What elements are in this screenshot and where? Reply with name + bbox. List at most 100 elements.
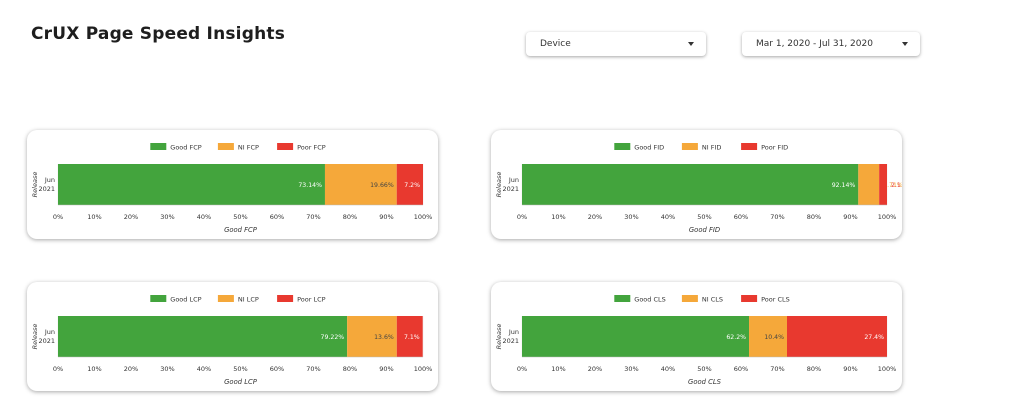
bar-segment (396, 316, 423, 357)
fcp-chart: Good FCP NI FCP Poor FCP 0% 10% 20% 30% 40% 50% 6… (31, 143, 433, 234)
x-tick-label: 50% (697, 213, 711, 221)
legend-swatch (614, 143, 631, 150)
x-axis-label: Good CLS (688, 378, 722, 386)
x-tick-label: 60% (734, 365, 748, 373)
device-dropdown-label: Device (540, 39, 571, 49)
x-tick-label: 60% (734, 213, 748, 221)
x-axis-label: Good FCP (224, 226, 258, 234)
device-dropdown[interactable]: Device (526, 32, 706, 56)
bar-segment (522, 164, 859, 205)
legend-swatch (277, 295, 294, 302)
y-axis-label: Release (495, 324, 503, 350)
bar-segment (858, 164, 880, 205)
x-tick-label: 100% (414, 213, 433, 221)
legend-label: Poor FID (761, 144, 788, 152)
legend-swatch (150, 295, 167, 302)
category-label: Jun (44, 328, 55, 336)
data-label: 10.4% (764, 334, 784, 341)
x-tick-label: 30% (624, 365, 638, 373)
x-tick-label: 70% (306, 213, 320, 221)
caret-down-icon (902, 42, 908, 46)
x-tick-label: 0% (517, 365, 527, 373)
data-label: 7.2% (404, 182, 420, 189)
legend-swatch (217, 143, 234, 150)
x-tick-label: 40% (661, 365, 675, 373)
legend-swatch (150, 143, 167, 150)
legend-swatch (277, 143, 294, 150)
data-label: 62.2% (726, 334, 746, 341)
x-tick-label: 90% (379, 365, 393, 373)
x-tick-label: 100% (878, 365, 897, 373)
x-tick-label: 20% (124, 213, 138, 221)
legend-label: NI LCP (238, 296, 259, 304)
page-title: CrUX Page Speed Insights (31, 24, 286, 44)
bar-segment (324, 164, 397, 205)
category-label: 2021 (502, 185, 519, 193)
category-label: Jun (508, 176, 519, 184)
date-range-label: Mar 1, 2020 - Jul 31, 2020 (756, 39, 873, 49)
fid-chart-card: Good FID NI FID Poor FID 0% 10% 20% 30% 40% 50% 6… (491, 130, 902, 239)
legend-label: Poor FCP (297, 144, 326, 152)
bar-segment (522, 316, 750, 357)
bar-segment (58, 164, 325, 205)
x-tick-label: 0% (517, 213, 527, 221)
x-tick-label: 20% (124, 365, 138, 373)
legend-label: NI CLS (702, 296, 723, 304)
legend-swatch (681, 295, 698, 302)
category-label: 2021 (38, 185, 55, 193)
data-label: 19.66% (370, 182, 394, 189)
data-label: 5.71% (883, 182, 902, 189)
x-tick-label: 50% (233, 213, 247, 221)
data-label: 7.1% (404, 334, 420, 341)
x-tick-label: 60% (270, 213, 284, 221)
legend-label: Good CLS (634, 296, 665, 304)
x-tick-label: 70% (770, 365, 784, 373)
x-tick-label: 90% (843, 365, 857, 373)
x-tick-label: 70% (770, 213, 784, 221)
x-tick-label: 20% (588, 213, 602, 221)
y-axis-label: Release (495, 172, 503, 198)
x-tick-label: 30% (160, 365, 174, 373)
data-label: 2.1 (891, 182, 901, 189)
x-tick-label: 100% (414, 365, 433, 373)
data-label: 79.22% (321, 334, 345, 341)
data-label: 92.14% (832, 182, 856, 189)
bar-segment (879, 164, 887, 205)
bar-segment (396, 164, 423, 205)
x-tick-label: 80% (343, 213, 357, 221)
x-tick-label: 40% (197, 365, 211, 373)
date-range-dropdown[interactable]: Mar 1, 2020 - Jul 31, 2020 (742, 32, 920, 56)
x-tick-label: 60% (270, 365, 284, 373)
x-tick-label: 10% (87, 365, 101, 373)
bar-segment (58, 316, 348, 357)
x-axis-label: Good LCP (224, 378, 258, 386)
x-tick-label: 40% (197, 213, 211, 221)
legend-swatch (614, 295, 631, 302)
cls-chart: Good CLS NI CLS Poor CLS 0% 10% 20% 30% 40% 50% 6… (495, 295, 897, 386)
y-axis-label: Release (31, 172, 39, 198)
category-label: Jun (508, 328, 519, 336)
x-tick-label: 0% (53, 365, 63, 373)
bar-segment (786, 316, 887, 357)
x-tick-label: 40% (661, 213, 675, 221)
x-tick-label: 0% (53, 213, 63, 221)
lcp-chart-card: Good LCP NI LCP Poor LCP 0% 10% 20% 30% 40% 50% 6… (27, 282, 438, 391)
x-tick-label: 50% (697, 365, 711, 373)
data-label: 73.14% (298, 182, 322, 189)
x-tick-label: 50% (233, 365, 247, 373)
legend-label: Poor CLS (761, 296, 790, 304)
bar-segment (347, 316, 397, 357)
caret-down-icon (688, 42, 694, 46)
category-label: 2021 (38, 337, 55, 345)
x-tick-label: 30% (624, 213, 638, 221)
x-tick-label: 30% (160, 213, 174, 221)
legend-label: NI FID (702, 144, 722, 152)
legend-label: Good LCP (170, 296, 201, 304)
x-tick-label: 90% (843, 213, 857, 221)
data-label: 13.6% (374, 334, 394, 341)
legend-swatch (681, 143, 698, 150)
x-tick-label: 10% (551, 213, 565, 221)
x-tick-label: 80% (343, 365, 357, 373)
x-tick-label: 90% (379, 213, 393, 221)
legend-swatch (741, 295, 758, 302)
